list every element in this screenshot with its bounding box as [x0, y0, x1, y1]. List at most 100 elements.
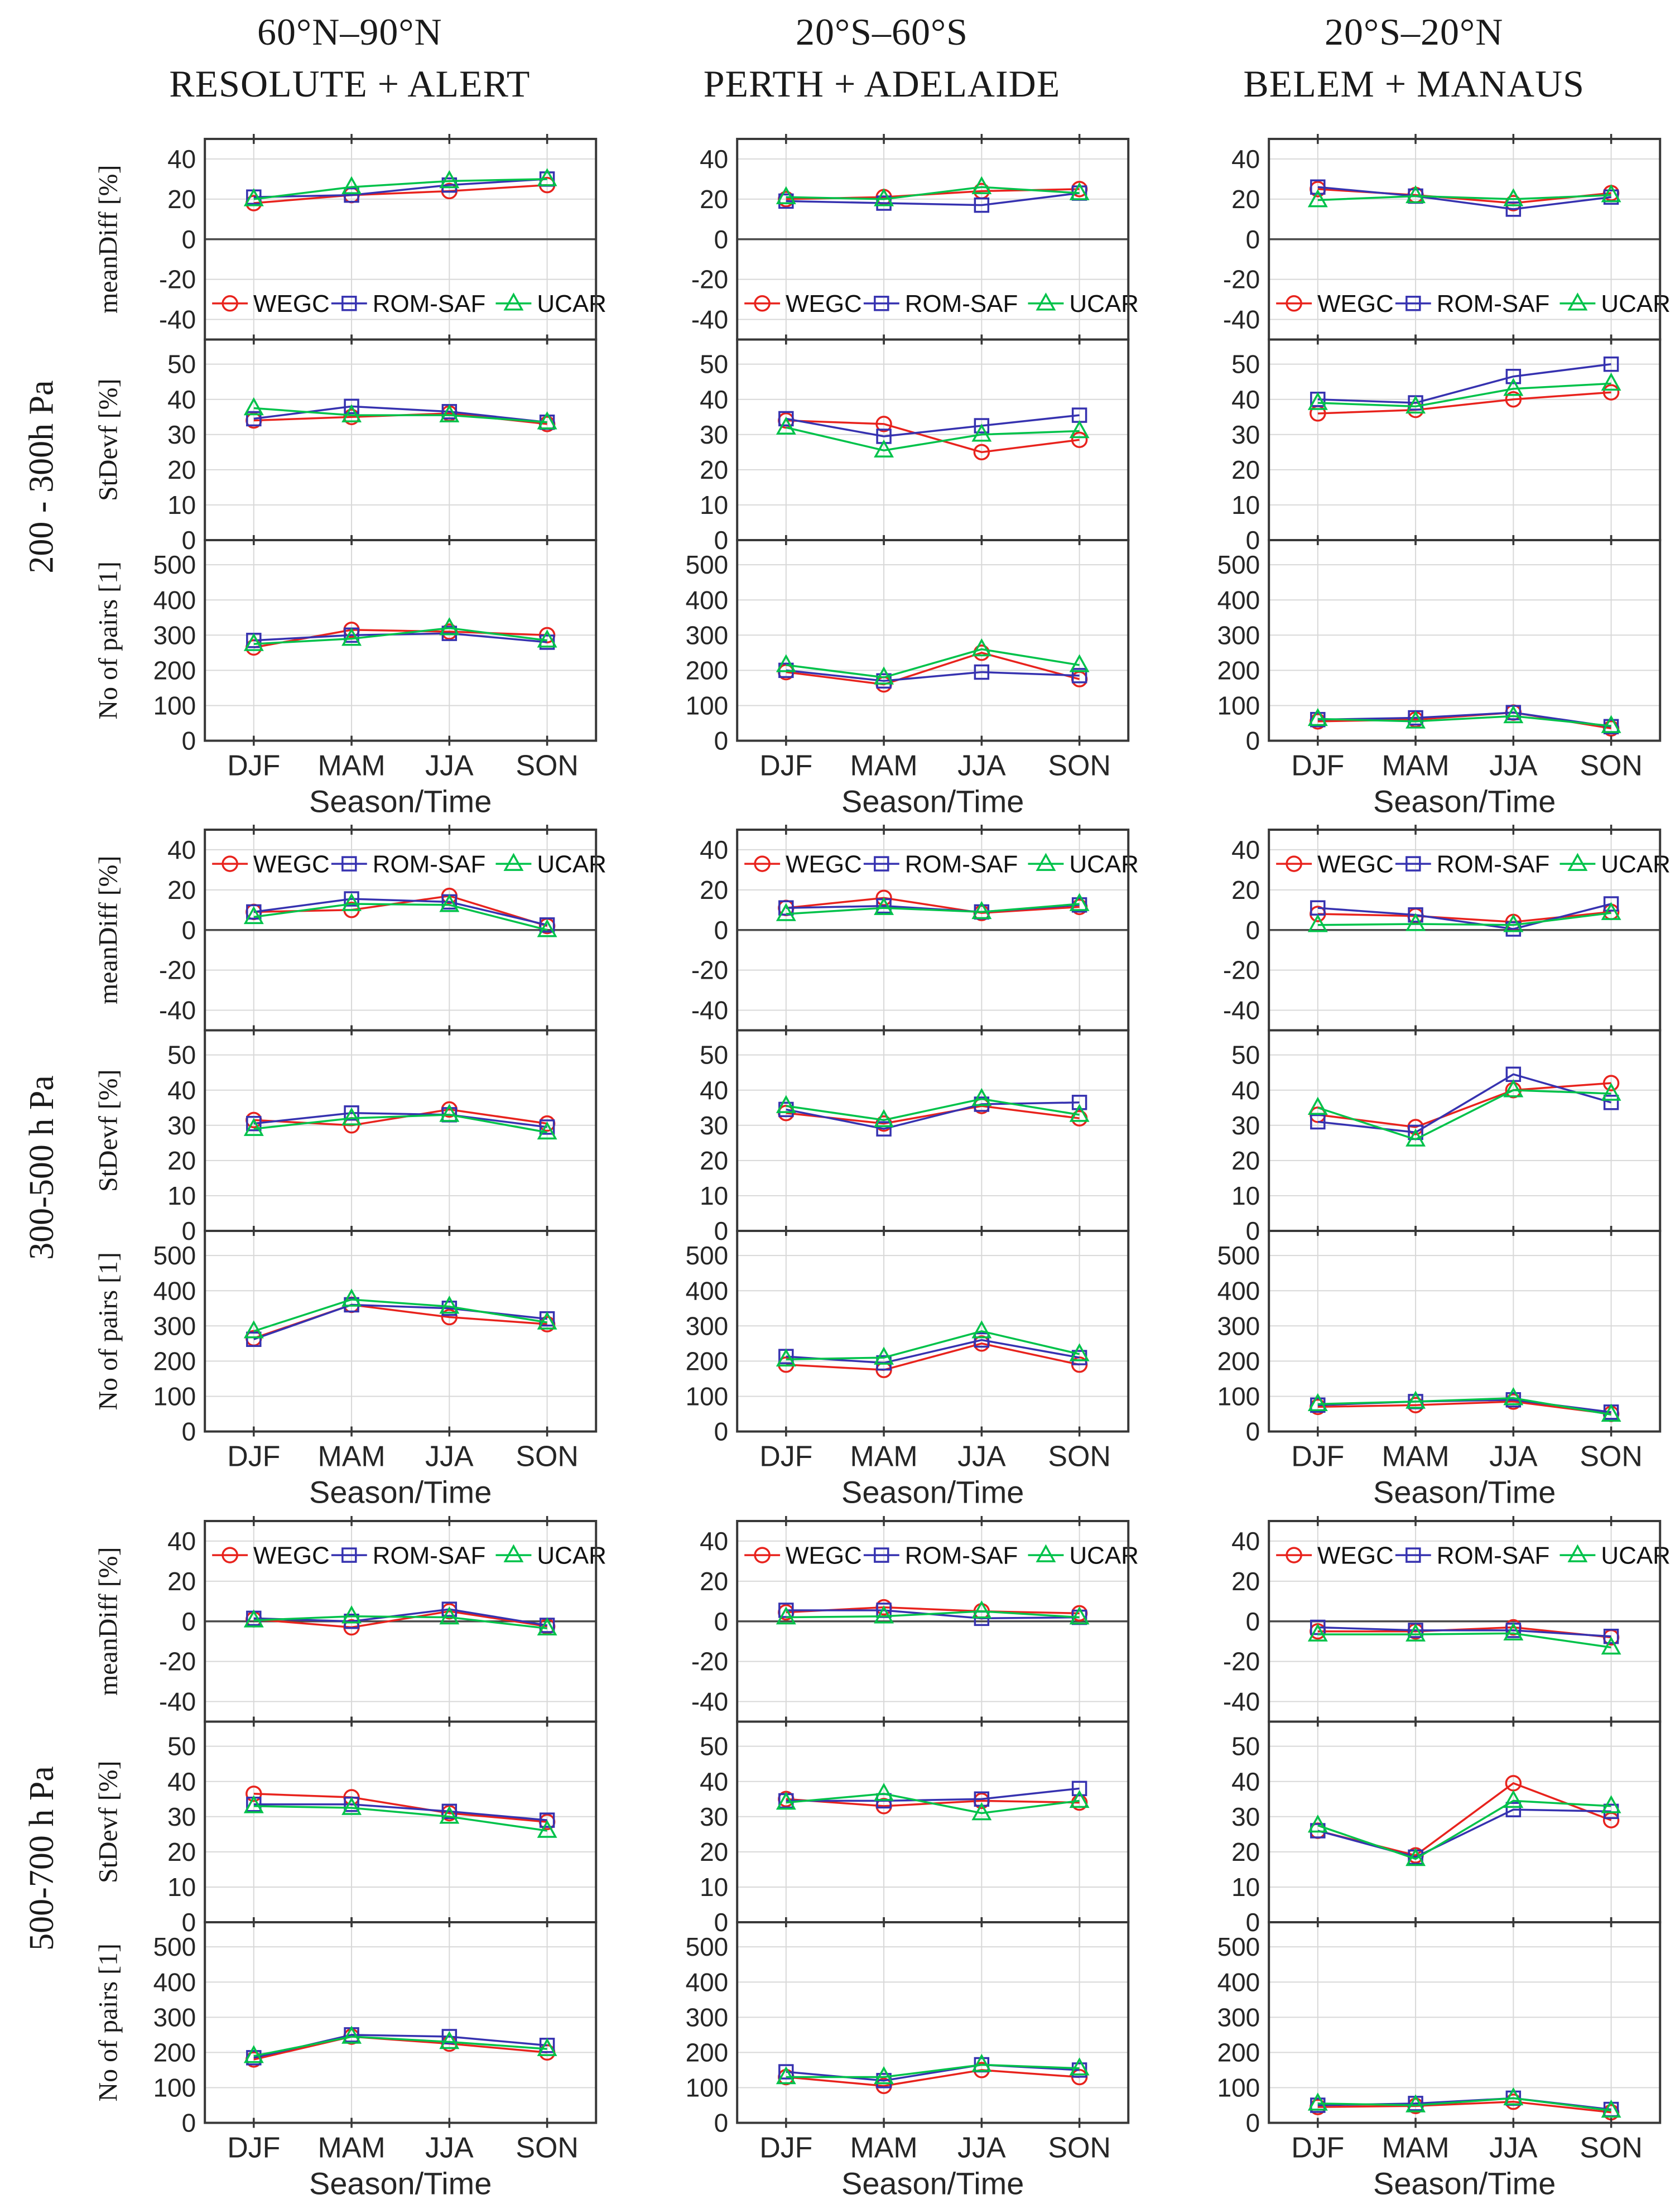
- y-tick-label: -40: [691, 996, 728, 1025]
- x-tick-label-JJA: JJA: [957, 2131, 1006, 2164]
- y-tick-label: 300: [153, 1312, 196, 1341]
- marker-UCAR: [873, 1109, 894, 1128]
- marker-ROM-SAF: [539, 1119, 555, 1135]
- y-tick-label: 50: [1231, 1041, 1260, 1070]
- y-axis-title-meanDiff: meanDiff [%]: [93, 165, 123, 314]
- marker-UCAR: [1503, 378, 1524, 396]
- marker-ROM-SAF: [876, 1121, 892, 1137]
- marker-UCAR: [1308, 1393, 1328, 1412]
- panel-pairs: 500 400 300 200 100 0: [685, 1917, 1129, 2137]
- marker-UCAR: [1503, 1622, 1524, 1640]
- y-tick-label: 20: [700, 1837, 728, 1866]
- y-tick-label: 100: [1217, 691, 1260, 720]
- marker-UCAR: [1308, 1814, 1328, 1832]
- marker-ROM-SAF: [974, 1332, 989, 1348]
- marker-UCAR: [1405, 913, 1426, 932]
- series-line-ROM-SAF: [786, 1787, 1080, 1802]
- legend-entry-ROM-SAF: ROM-SAF: [863, 1542, 1018, 1569]
- y-tick-label: 0: [1246, 1606, 1260, 1635]
- marker-ROM-SAF: [1505, 201, 1522, 217]
- legend: WEGC ROM-SAF UCAR: [212, 290, 606, 317]
- marker-UCAR: [439, 170, 460, 189]
- panel-StDevf: 50 40 30 20 10 0: [1231, 1025, 1662, 1245]
- legend-entry-WEGC: WEGC: [1276, 851, 1394, 878]
- x-tick-label-DJF: DJF: [227, 1441, 280, 1473]
- marker-ROM-SAF: [1604, 1628, 1619, 1644]
- series-line-UCAR: [1318, 2097, 1612, 2111]
- y-tick-label: 300: [685, 1312, 728, 1341]
- x-tick-label-MAM: MAM: [1382, 2131, 1450, 2164]
- legend-label-UCAR: UCAR: [1601, 1542, 1671, 1569]
- panel-border: [735, 539, 1129, 742]
- marker-WEGC: [1071, 431, 1087, 448]
- y-tick-label: 0: [714, 2108, 728, 2137]
- marker-ROM-SAF: [1310, 179, 1326, 195]
- series-line-ROM-SAF: [253, 1803, 547, 1821]
- x-axis-ticks: [1317, 1025, 1612, 1236]
- y-tick-label: 10: [1231, 490, 1260, 519]
- x-axis-labels: DJF MAM JJA SON Season/Time: [227, 1441, 579, 1510]
- y-tick-label: 20: [1231, 875, 1260, 904]
- y-tick-label: 20: [700, 1567, 728, 1596]
- series-line-UCAR: [786, 1792, 1080, 1814]
- series-UCAR: [776, 1600, 1090, 1624]
- legend-entry-WEGC: WEGC: [212, 851, 330, 878]
- panel-meanDiff: 40 20 0 -20 -40 WEGC ROM-SAF UCAR: [1223, 1515, 1671, 1727]
- marker-UCAR: [971, 176, 991, 194]
- y-tick-label: 0: [714, 225, 728, 254]
- y-tick-label: 200: [1217, 656, 1260, 685]
- legend-entry-WEGC: WEGC: [212, 290, 330, 317]
- legend-entry-UCAR: UCAR: [1028, 290, 1139, 317]
- horizontal-gridlines: [205, 1946, 596, 2088]
- x-axis-labels: DJF MAM JJA SON Season/Time: [759, 749, 1111, 819]
- x-axis-title: Season/Time: [1373, 1475, 1556, 1510]
- marker-UCAR: [776, 1791, 796, 1810]
- marker-ROM-SAF: [1505, 368, 1522, 384]
- legend-entry-ROM-SAF: ROM-SAF: [1395, 1542, 1550, 1569]
- legend-marker-ROM-SAF: [873, 1547, 889, 1563]
- series-line-UCAR: [786, 1610, 1080, 1618]
- x-axis-title: Season/Time: [841, 2165, 1024, 2201]
- legend-marker-WEGC: [1286, 1547, 1303, 1563]
- marker-UCAR: [971, 901, 991, 920]
- series-UCAR: [776, 893, 1090, 922]
- x-axis-ticks: [253, 334, 548, 545]
- y-tick-label: 300: [685, 620, 728, 649]
- y-tick-label: 50: [700, 1041, 728, 1070]
- y-tick-label: -40: [159, 996, 196, 1025]
- x-tick-label-DJF: DJF: [759, 749, 812, 782]
- vertical-gridlines: [785, 540, 1080, 741]
- marker-UCAR: [537, 1311, 557, 1330]
- y-tick-label: 0: [714, 1908, 728, 1937]
- legend-entry-UCAR: UCAR: [495, 1542, 606, 1569]
- legend-marker-ROM-SAF: [1405, 1547, 1421, 1563]
- chart-group-r1c1: 40 20 0 -20 -40 WEGC ROM-SAF UCAR 50 40 30 20 10 0 500…: [616, 822, 1148, 1513]
- legend-marker-UCAR: [1036, 292, 1056, 311]
- legend: WEGC ROM-SAF UCAR: [212, 851, 606, 878]
- marker-UCAR: [243, 188, 264, 206]
- y-tick-label: -20: [1223, 956, 1260, 985]
- legend-label-ROM-SAF: ROM-SAF: [1437, 1542, 1550, 1569]
- y-tick-label: 300: [1217, 1312, 1260, 1341]
- panel-meanDiff: 40 20 0 -20 -40 WEGC ROM-SAF UCAR: [1223, 825, 1671, 1036]
- marker-UCAR: [873, 1346, 894, 1365]
- y-tick-label: -20: [159, 265, 196, 294]
- series-WEGC: [777, 1335, 1087, 1379]
- row-label-200-300hPa: 200 - 300h Pa: [0, 131, 84, 822]
- x-tick-label-JJA: JJA: [425, 749, 474, 782]
- marker-UCAR: [1069, 1789, 1090, 1808]
- y-tick-label: 0: [714, 1606, 728, 1635]
- y-tick-label: 0: [714, 526, 728, 555]
- marker-UCAR: [1405, 185, 1426, 204]
- column-title-2-latband: 20°S–60°S: [795, 11, 968, 53]
- marker-UCAR: [243, 397, 264, 416]
- y-tick-label: 10: [700, 490, 728, 519]
- marker-UCAR: [1601, 1636, 1621, 1654]
- y-tick-label: 40: [700, 1767, 728, 1796]
- chart-group-r1c0: 40 20 0 -20 -40 WEGC ROM-SAF UCAR meanDiff [%] 50…: [84, 822, 616, 1513]
- marker-ROM-SAF: [344, 398, 359, 415]
- y-tick-label: 10: [1231, 1181, 1260, 1210]
- y-tick-label: 50: [1231, 1731, 1260, 1760]
- marker-UCAR: [1601, 715, 1621, 733]
